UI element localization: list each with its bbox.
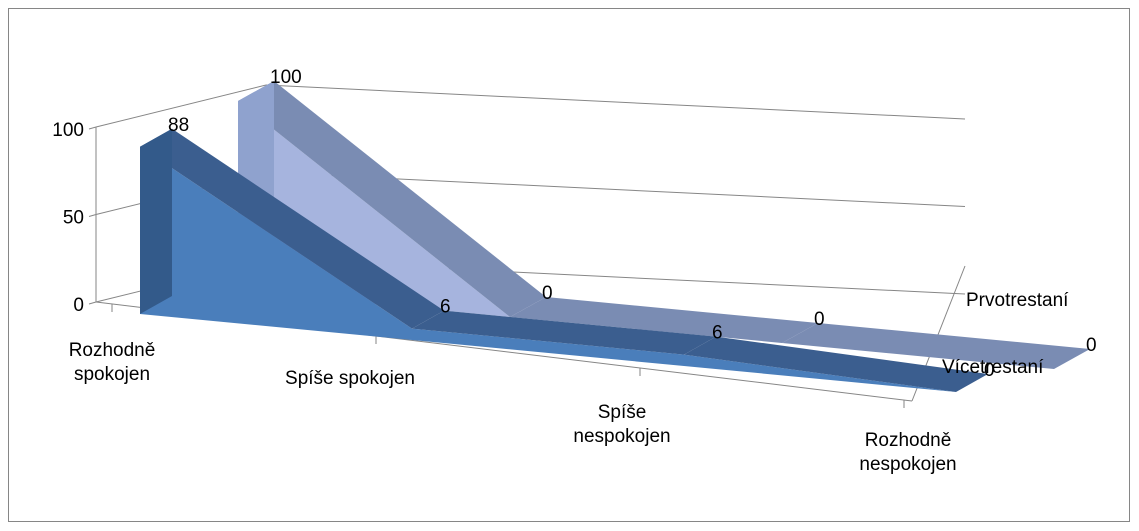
area-top-segment bbox=[510, 297, 818, 343]
area-top-segment bbox=[238, 81, 546, 317]
data-label: 0 bbox=[814, 309, 825, 330]
data-label: 0 bbox=[984, 360, 995, 381]
x-tick-label: Spíše nespokojen bbox=[573, 402, 670, 447]
y-tick bbox=[88, 301, 97, 305]
area-front-2 bbox=[140, 146, 956, 392]
y-tick-label: 100 bbox=[52, 120, 84, 141]
x-tick-label: Rozhodně spokojen bbox=[69, 340, 156, 385]
y-tick bbox=[88, 126, 97, 130]
chart-series bbox=[140, 81, 1090, 392]
area-side-face bbox=[140, 128, 172, 314]
area-top-segment bbox=[140, 128, 444, 329]
gridline-side bbox=[95, 84, 267, 128]
gridline-back bbox=[265, 84, 966, 120]
data-label: 6 bbox=[712, 323, 723, 344]
data-label: 0 bbox=[1086, 335, 1097, 356]
y-tick-label: 0 bbox=[73, 295, 84, 316]
data-label: 0 bbox=[542, 283, 553, 304]
data-label: 6 bbox=[440, 297, 451, 318]
area-top-segment bbox=[412, 310, 716, 355]
x-tick-label: Spíše spokojen bbox=[285, 368, 415, 389]
area-top-segment bbox=[684, 336, 988, 392]
series-label: Vícetrestaní bbox=[942, 357, 1044, 378]
x-tick-label: Rozhodně nespokojen bbox=[859, 430, 956, 475]
data-label: 88 bbox=[168, 115, 189, 136]
chart-labels: 0 50 100 100 0 0 0 88 6 6 0 Rozhodně spokojen Spíše s… bbox=[52, 67, 1096, 475]
y-tick bbox=[88, 214, 97, 217]
series-label: Prvotrestaní bbox=[966, 290, 1069, 311]
area-top-segment bbox=[782, 323, 1090, 369]
y-tick-label: 50 bbox=[63, 208, 84, 229]
area-front-1 bbox=[238, 101, 1054, 369]
data-label: 100 bbox=[270, 67, 302, 88]
